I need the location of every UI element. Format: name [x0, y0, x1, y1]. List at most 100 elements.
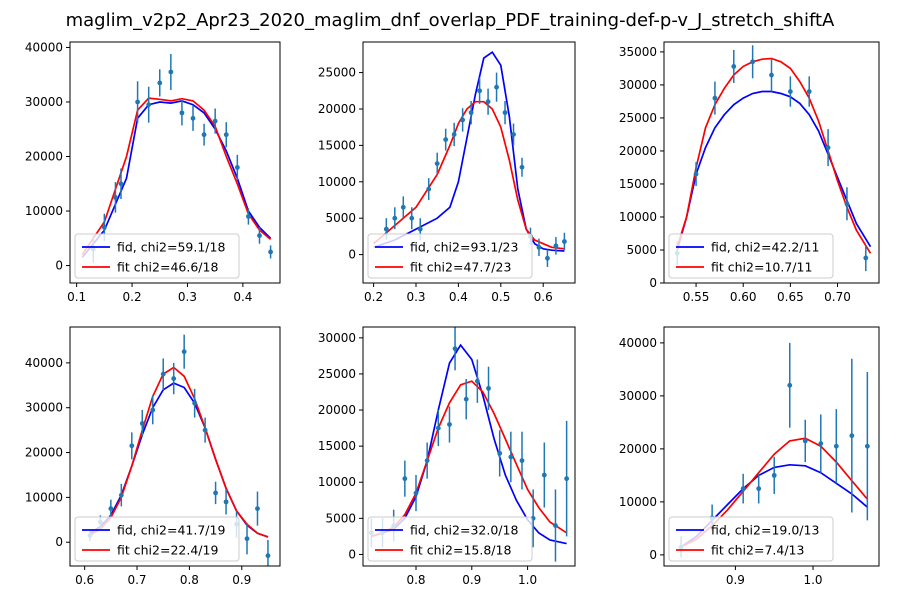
y-tick-label: 20000	[619, 144, 657, 158]
data-point	[255, 506, 260, 512]
data-point	[452, 346, 458, 352]
data-point	[213, 490, 218, 496]
axes-frame	[69, 326, 281, 567]
x-tick-label: 0.9	[462, 573, 481, 587]
y-tick-label: 30000	[318, 331, 356, 345]
y-tick-label: 0	[348, 248, 356, 262]
fid-curve	[371, 343, 567, 545]
y-tick-label: 5000	[626, 243, 657, 257]
data-point	[553, 523, 558, 528]
data-point	[139, 421, 145, 426]
y-tick-label: 20000	[25, 446, 63, 460]
data-point	[769, 72, 774, 78]
x-tick-label: 0.65	[777, 290, 804, 304]
data-point	[451, 132, 457, 137]
data-point	[392, 215, 398, 221]
x-tick-label: 0.4	[449, 290, 468, 304]
data-point	[802, 438, 808, 444]
data-point	[409, 215, 415, 221]
y-tick-label: 40000	[25, 356, 63, 370]
x-tick-label: 0.8	[406, 573, 425, 587]
x-tick-label: 1.0	[518, 573, 537, 587]
data-point	[541, 472, 547, 478]
data-point	[223, 132, 229, 138]
legend-label: fit chi2=15.8/18	[410, 543, 511, 558]
subplot-6: 0.9 1.0 0 10000 20000 30000 40000 fid, chi2=19.…	[619, 326, 880, 587]
y-tick-label: 10000	[318, 475, 356, 489]
data-point	[426, 186, 432, 192]
legend-label: fit chi2=7.4/13	[711, 543, 804, 558]
y-tick-label: 25000	[318, 367, 356, 381]
x-tick-label: 0.3	[178, 290, 197, 304]
data-point	[463, 396, 469, 402]
data-point	[519, 164, 525, 170]
data-point	[740, 486, 746, 492]
data-point	[265, 553, 271, 559]
x-tick-label: 0.2	[123, 290, 142, 304]
y-tick-label: 0	[55, 535, 63, 549]
x-tick-label: 0.4	[233, 290, 252, 304]
y-tick-label: 15000	[318, 439, 356, 453]
data-point	[833, 443, 839, 449]
legend-label: fid, chi2=19.0/13	[711, 523, 819, 538]
x-tick-label: 0.5	[491, 290, 510, 304]
legend-label: fit chi2=46.6/18	[117, 260, 218, 275]
data-point	[562, 239, 567, 244]
data-point	[113, 194, 118, 200]
y-tick-label: 20000	[318, 403, 356, 417]
data-point	[825, 145, 831, 151]
x-tick-label: 0.6	[75, 573, 94, 587]
data-point	[118, 492, 124, 498]
y-tick-label: 20000	[619, 442, 657, 456]
legend-box	[668, 233, 834, 279]
data-point	[564, 476, 570, 482]
data-point	[435, 425, 441, 431]
y-tick-label: 0	[649, 276, 657, 290]
data-point	[485, 99, 491, 105]
data-point	[771, 472, 777, 478]
data-point	[553, 243, 559, 249]
data-point	[190, 115, 196, 121]
data-point	[171, 376, 177, 381]
data-point	[494, 84, 499, 90]
y-tick-label: 25000	[318, 66, 356, 80]
data-point	[246, 214, 251, 219]
legend-label: fid, chi2=41.7/19	[117, 523, 225, 538]
legend-box	[367, 516, 533, 562]
data-point	[806, 89, 812, 94]
legend-label: fid, chi2=93.1/23	[410, 240, 518, 255]
data-point	[863, 255, 869, 261]
data-point	[257, 233, 262, 238]
data-point	[864, 443, 870, 449]
data-point	[212, 118, 218, 124]
y-tick-label: 0	[649, 548, 657, 562]
subplot-4: 0.6 0.7 0.8 0.9 0 10000 20000 30000 40000 fid, ch…	[25, 326, 281, 587]
x-tick-label: 0.60	[730, 290, 757, 304]
y-tick-label: 15000	[318, 138, 356, 152]
y-tick-label: 30000	[619, 389, 657, 403]
axes-frame	[663, 326, 880, 567]
data-point	[234, 165, 240, 170]
y-tick-label: 5000	[325, 511, 356, 525]
data-point	[468, 110, 474, 116]
data-point	[443, 137, 449, 142]
x-tick-label: 0.9	[726, 573, 745, 587]
data-point	[477, 88, 482, 94]
x-tick-label: 1.0	[803, 573, 822, 587]
x-tick-label: 0.8	[180, 573, 199, 587]
fit-curve	[676, 57, 872, 254]
fit-curve	[81, 97, 272, 256]
y-tick-label: 0	[348, 547, 356, 561]
data-point	[750, 59, 756, 65]
fit-curve	[89, 366, 269, 538]
figure-title: maglim_v2p2_Apr23_2020_maglim_dnf_overla…	[65, 10, 835, 31]
x-tick-label: 0.9	[232, 573, 251, 587]
data-point	[118, 181, 124, 187]
data-point	[424, 458, 430, 463]
data-point	[129, 443, 135, 449]
y-tick-label: 15000	[619, 177, 657, 191]
legend-label: fit chi2=47.7/23	[410, 260, 511, 275]
data-point	[268, 249, 273, 255]
data-point	[434, 161, 440, 166]
subplot-3: 0.55 0.60 0.65 0.70 0 5000 10000 15000 20000 2500…	[619, 41, 880, 304]
